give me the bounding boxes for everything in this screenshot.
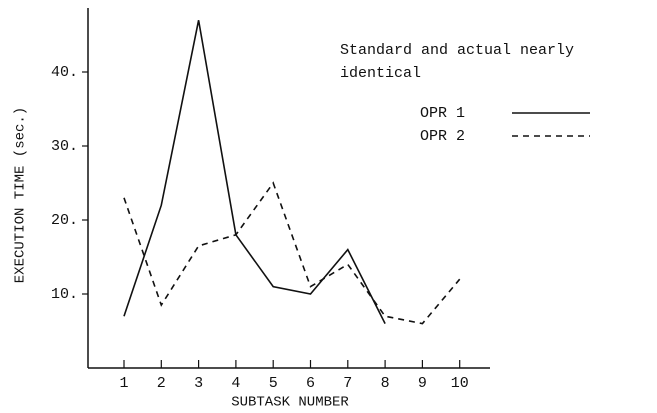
x-tick-label: 4: [231, 375, 240, 392]
series-line: [123, 20, 386, 324]
annotation: identical: [340, 65, 421, 82]
x-tick-label: 10: [451, 375, 469, 392]
y-tick-label: 40.: [51, 64, 78, 81]
x-tick-label: 6: [306, 375, 315, 392]
y-axis-label: EXECUTION TIME (sec.): [13, 107, 29, 283]
x-tick-label: 1: [119, 375, 128, 392]
x-axis-label: SUBTASK NUMBER: [231, 395, 349, 411]
y-tick-label: 10.: [51, 286, 78, 303]
x-tick-label: 5: [269, 375, 278, 392]
x-tick-label: 2: [157, 375, 166, 392]
legend-label: OPR 2: [420, 128, 465, 145]
x-tick-label: 7: [343, 375, 352, 392]
series-line: [123, 181, 461, 325]
x-tick-label: 8: [381, 375, 390, 392]
y-tick-label: 30.: [51, 138, 78, 155]
x-tick-label: 3: [194, 375, 203, 392]
annotation: Standard and actual nearly: [340, 42, 574, 59]
legend-label: OPR 1: [420, 105, 465, 122]
x-tick-label: 9: [418, 375, 427, 392]
y-tick-label: 20.: [51, 212, 78, 229]
